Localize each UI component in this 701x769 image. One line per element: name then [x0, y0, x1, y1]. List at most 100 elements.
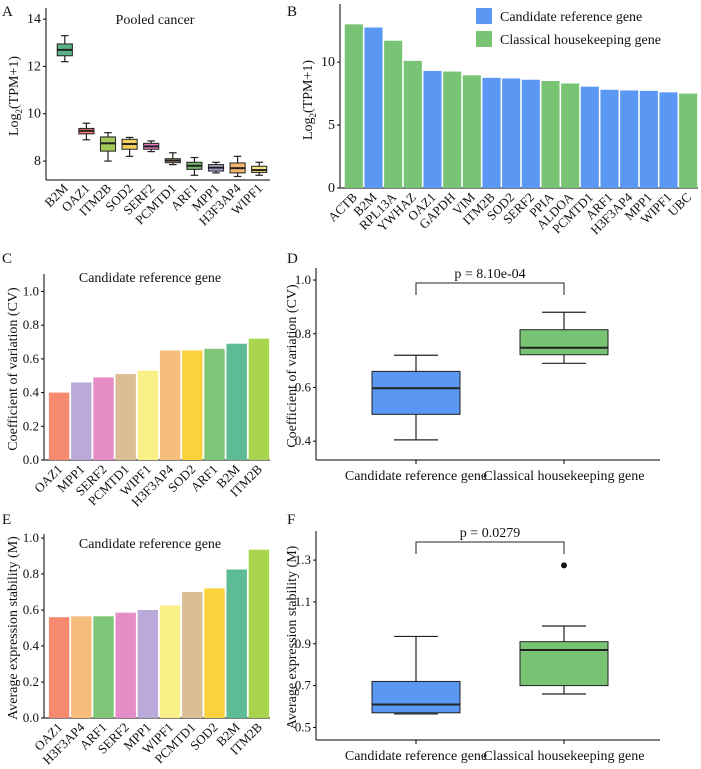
y-axis-label: Average expression stability (M) [6, 536, 21, 720]
x-tick-label: Classical housekeeping gene [484, 469, 645, 484]
box-sod2 [121, 136, 138, 157]
bar-rpl13a [384, 40, 403, 189]
panel-letter: E [2, 512, 11, 528]
box-oaz1 [78, 122, 95, 141]
y-tick-label: 0.8 [23, 566, 39, 581]
box-body [371, 680, 461, 714]
box-candidate-reference-gene [371, 635, 461, 715]
bar-arf1 [204, 348, 225, 460]
y-tick-label: 0.6 [295, 379, 312, 394]
bar-ppia [541, 81, 560, 188]
y-tick-label: 10 [321, 55, 335, 70]
significance-bracket [415, 541, 565, 554]
box-arf1 [186, 156, 203, 176]
legend-label: Candidate reference gene [500, 10, 642, 25]
y-tick-label: 14 [27, 12, 41, 27]
y-tick-label: 0.8 [295, 326, 311, 341]
box-candidate-reference-gene [371, 354, 461, 441]
legend-swatch [476, 31, 492, 47]
panel-letter: D [287, 251, 298, 267]
box-mpp1 [207, 161, 225, 174]
legend-swatch [476, 8, 492, 24]
x-tick-label: Candidate reference gene [345, 749, 487, 764]
bar-h3f3ap4 [71, 616, 92, 718]
box-pcmtd1 [164, 152, 181, 166]
y-tick-label: 0.4 [23, 638, 40, 653]
box-body [519, 641, 609, 687]
y-axis-label: Log2(TPM+1) [7, 56, 24, 136]
y-tick-label: 8 [34, 154, 41, 169]
p-value-label: p = 0.0279 [460, 526, 520, 541]
bar-oaz1 [48, 392, 70, 460]
y-tick-label: 0.6 [23, 351, 40, 366]
bar-mpp1 [71, 382, 92, 460]
y-axis-label: Coefficient of variation (CV) [285, 284, 300, 448]
y-tick-label: 0.6 [23, 602, 40, 617]
y-tick-label: 0.5 [295, 719, 311, 734]
bar-wipf1 [659, 92, 678, 188]
bar-aldoa [561, 83, 580, 188]
p-value-label: p = 8.10e-04 [454, 267, 525, 282]
box-b2m [56, 35, 73, 63]
box-classical-housekeeping-gene [519, 562, 609, 695]
box-body [371, 370, 461, 415]
chart-title: Candidate reference gene [79, 271, 221, 286]
bar-serf2 [521, 79, 540, 188]
bar-h3f3ap4 [620, 90, 639, 188]
box-h3f3ap4 [229, 155, 246, 178]
panel-letter: F [287, 512, 295, 528]
y-axis-label: Coefficient of variation (CV) [6, 287, 21, 451]
bar-wipf1 [137, 370, 159, 460]
y-tick-label: 0.8 [23, 317, 39, 332]
y-tick-label: 0.0 [23, 710, 39, 725]
y-tick-label: 10 [27, 107, 41, 122]
bar-pcmtd1 [182, 592, 203, 718]
y-tick-label: 0.4 [23, 385, 40, 400]
bar-sod2 [502, 78, 521, 188]
y-tick-label: 1.0 [23, 530, 39, 545]
box-wipf1 [251, 161, 268, 176]
bar-sod2 [204, 588, 225, 718]
x-tick-label: Classical housekeeping gene [484, 749, 645, 764]
bar-itm2b [248, 549, 270, 718]
box-classical-housekeeping-gene [519, 311, 609, 364]
chart-title: Pooled cancer [116, 13, 195, 28]
bar-arf1 [600, 89, 619, 188]
panel-letter: A [2, 4, 13, 20]
y-tick-label: 1.0 [23, 283, 39, 298]
bar-itm2b [248, 338, 270, 460]
y-tick-label: 0.4 [295, 433, 312, 448]
bar-pcmtd1 [115, 374, 136, 460]
box-serf2 [143, 140, 160, 153]
bar-itm2b [482, 77, 501, 188]
y-tick-label: 0.9 [295, 636, 311, 651]
y-tick-label: 1.3 [295, 552, 311, 567]
bar-ywhaz [403, 60, 422, 188]
x-tick-label: Candidate reference gene [345, 469, 487, 484]
chart-legend: Candidate reference gene Classical housek… [476, 8, 661, 48]
y-axis-label: Log2(TPM+1) [301, 60, 318, 140]
x-tick-label: UBC [665, 190, 695, 220]
bar-serf2 [93, 377, 114, 460]
y-tick-label: 1.1 [295, 594, 311, 609]
y-tick-label: 0.7 [295, 678, 312, 693]
bar-actb [344, 24, 363, 189]
bar-sod2 [182, 350, 203, 460]
bar-mpp1 [639, 90, 658, 188]
panel-letter: C [2, 251, 12, 267]
bar-vim [462, 75, 481, 188]
y-tick-label: 12 [27, 59, 41, 74]
y-axis-label: Average expression stability (M) [285, 545, 300, 729]
y-tick-label: 5 [328, 118, 335, 133]
bar-gapdh [443, 71, 462, 188]
significance-bracket [415, 282, 565, 295]
legend-label: Classical housekeeping gene [500, 33, 661, 48]
panel-b-chart: 0510Log2(TPM+1)ACTBB2MRPL13AYWHAZOAZ1GAP… [301, 4, 698, 237]
panel-letter: B [287, 4, 297, 20]
y-tick-label: 1.0 [295, 272, 311, 287]
